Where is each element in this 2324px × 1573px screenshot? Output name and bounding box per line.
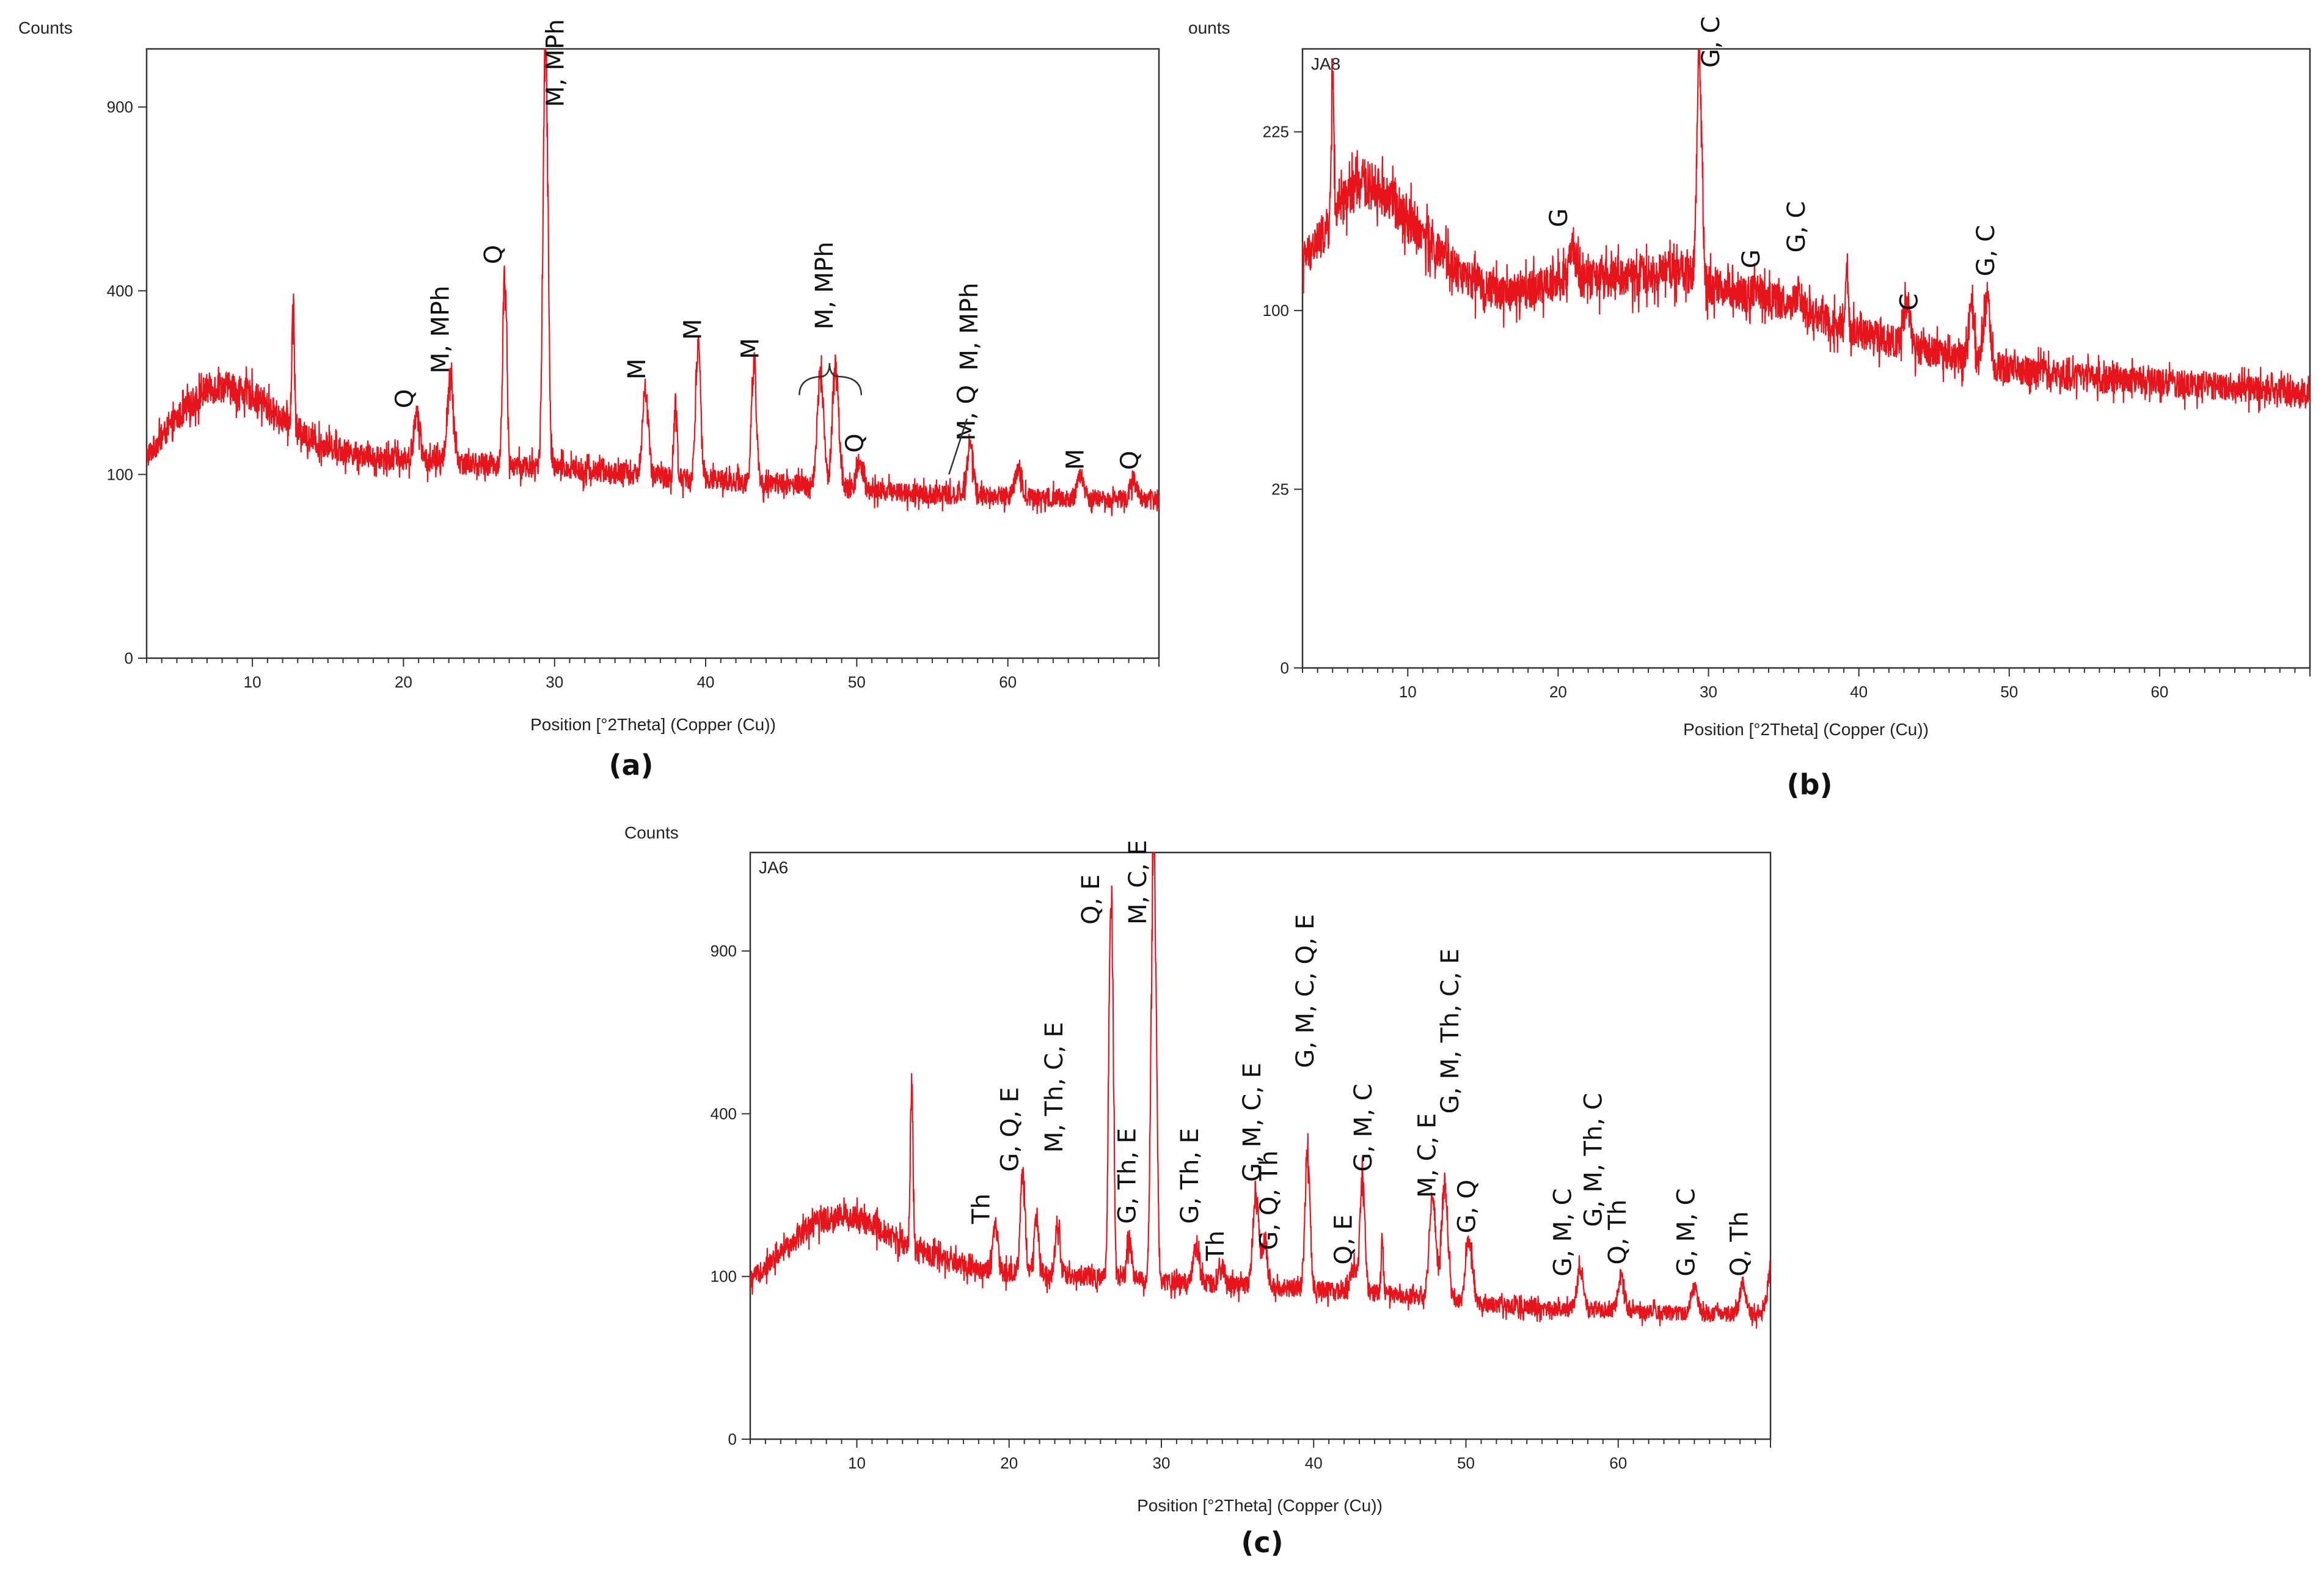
plot-frame (1301, 48, 2311, 669)
y-tick-label: 100 (711, 1267, 737, 1286)
peak-label: Q (480, 245, 508, 264)
peak-label: G, M, Th, C, E (1436, 948, 1464, 1113)
chart-panel-a: Counts 0 100 400 900 10 20 30 40 50 60 Position [°2… (18, 18, 1160, 782)
x-tick-label: 30 (1153, 1454, 1171, 1472)
peak-label: G, Th, E (1114, 1128, 1142, 1224)
x-tick-label: 20 (1000, 1454, 1018, 1472)
x-tick-label: 40 (697, 673, 715, 691)
peak-label: G, C (1697, 16, 1725, 68)
y-tick-label: 225 (1263, 123, 1289, 141)
peak-leader-line (948, 418, 968, 475)
x-tick-label: 30 (546, 673, 563, 691)
x-tick-label: 60 (1609, 1454, 1627, 1472)
y-tick-label: 0 (728, 1430, 737, 1448)
panel-label: (a) (608, 749, 653, 782)
y-axis-label: ounts (1188, 18, 1230, 37)
peak-label: Q (1116, 451, 1144, 470)
plot-frame (145, 48, 1160, 659)
peak-label: G, M, C (1350, 1084, 1378, 1172)
y-tick-label: 0 (125, 649, 133, 667)
y-tick-label: 400 (107, 282, 133, 300)
plot-frame (749, 851, 1772, 1440)
peak-label: G, Q, Th (1255, 1150, 1283, 1250)
peak-label: Th (1202, 1231, 1230, 1262)
peak-label: G (1738, 249, 1766, 268)
peak-label: G, Q (1453, 1179, 1481, 1233)
peak-group-brace (798, 363, 863, 395)
peak-label: M (623, 359, 651, 380)
peak-label: C (1896, 293, 1924, 310)
x-tick-label: 20 (395, 673, 412, 691)
x-tick-label: 20 (1549, 683, 1567, 701)
peak-label: Q (841, 433, 869, 452)
peak-label: M, MPh (542, 19, 570, 107)
x-tick-label: 50 (848, 673, 866, 691)
peak-label: G, Q, E (996, 1087, 1025, 1172)
x-tick-label: 50 (1457, 1454, 1475, 1472)
y-tick-label: 900 (107, 98, 133, 116)
x-axis-label: Position [°2Theta] (Copper (Cu)) (1137, 1496, 1383, 1515)
y-tick-label: 100 (107, 465, 133, 483)
peak-label: Th (967, 1194, 995, 1225)
peak-label: Q, Th (1604, 1200, 1632, 1265)
peak-label: M, C, E (1414, 1113, 1442, 1198)
x-tick-label: 40 (1850, 683, 1868, 701)
peak-label: M, MPh (427, 285, 455, 373)
y-axis-label: Counts (18, 18, 73, 37)
y-axis-label: Counts (624, 823, 679, 842)
peak-label: Q, Th (1726, 1211, 1754, 1277)
xrd-trace (147, 49, 1159, 516)
x-tick-label: 60 (2150, 683, 2168, 701)
chart-panel-b: ounts 0 25 100 225 10 20 30 40 50 60 Position [°2Th… (1188, 16, 2311, 801)
x-tick-label: 40 (1305, 1454, 1323, 1472)
x-tick-label: 60 (999, 673, 1017, 691)
sample-label: JA6 (759, 858, 788, 877)
peak-label: G, M, C, Q, E (1292, 914, 1320, 1068)
peak-label: M, MPh (956, 283, 984, 371)
peak-label: M, MPh (811, 241, 839, 329)
peak-label: G, M, C, E (1238, 1063, 1266, 1182)
y-tick-label: 100 (1263, 301, 1289, 320)
y-tick-label: 0 (1281, 659, 1289, 677)
peak-label: G, C (1972, 225, 2000, 276)
peak-label: G, M, C (1672, 1188, 1700, 1276)
chart-panel-c: Counts 0 100 400 900 10 20 30 40 50 60 Position [°2… (624, 823, 1772, 1559)
peak-label: G, M, Th, C (1579, 1093, 1607, 1227)
peak-label: Q (390, 389, 418, 408)
peak-label: M, C, E (1124, 840, 1152, 925)
x-tick-label: 50 (2000, 683, 2018, 701)
panel-label: (c) (1241, 1526, 1283, 1559)
xrd-trace (1303, 49, 2310, 413)
x-tick-label: 10 (848, 1454, 866, 1472)
y-tick-label: 25 (1271, 480, 1289, 499)
y-tick-label: 400 (711, 1104, 737, 1123)
x-axis-label: Position [°2Theta] (Copper (Cu)) (530, 715, 776, 734)
x-tick-label: 30 (1700, 683, 1717, 701)
peak-label: M, Th, C, E (1040, 1022, 1069, 1153)
panel-label: (b) (1787, 768, 1833, 801)
x-tick-label: 10 (244, 673, 261, 691)
x-axis-label: Position [°2Theta] (Copper (Cu)) (1683, 720, 1929, 739)
peak-label: M, Q (952, 385, 981, 441)
peak-label: G, Th, E (1176, 1128, 1204, 1224)
peak-label: Q, E (1077, 875, 1105, 925)
xrd-trace (750, 853, 1770, 1329)
peak-label: M (737, 338, 765, 359)
sample-label: JA8 (1311, 54, 1340, 73)
x-tick-label: 10 (1399, 683, 1417, 701)
peak-label: Q, E (1330, 1214, 1358, 1264)
peak-label: G, C (1783, 201, 1811, 252)
peak-label: G, M, C (1549, 1188, 1577, 1276)
peak-label: M (679, 319, 707, 340)
peak-label: M (1061, 449, 1089, 470)
peak-label: G (1545, 208, 1573, 227)
y-tick-label: 900 (711, 942, 737, 960)
